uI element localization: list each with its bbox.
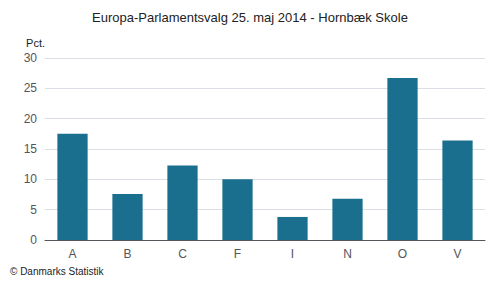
svg-text:V: V [453, 247, 461, 261]
svg-text:© Danmarks Statistik: © Danmarks Statistik [10, 266, 105, 277]
svg-text:25: 25 [24, 81, 38, 95]
svg-text:F: F [234, 247, 241, 261]
svg-text:N: N [343, 247, 352, 261]
svg-text:I: I [291, 247, 294, 261]
svg-text:0: 0 [30, 233, 37, 247]
svg-text:5: 5 [30, 203, 37, 217]
svg-text:10: 10 [24, 172, 38, 186]
svg-text:B: B [123, 247, 131, 261]
svg-text:O: O [398, 247, 407, 261]
svg-text:Europa-Parlamentsvalg 25. maj: Europa-Parlamentsvalg 25. maj 2014 - Hor… [92, 10, 408, 25]
svg-text:20: 20 [24, 112, 38, 126]
svg-text:15: 15 [24, 142, 38, 156]
svg-text:A: A [68, 247, 76, 261]
svg-text:30: 30 [24, 51, 38, 65]
svg-text:C: C [178, 247, 187, 261]
svg-text:Pct.: Pct. [26, 37, 45, 49]
